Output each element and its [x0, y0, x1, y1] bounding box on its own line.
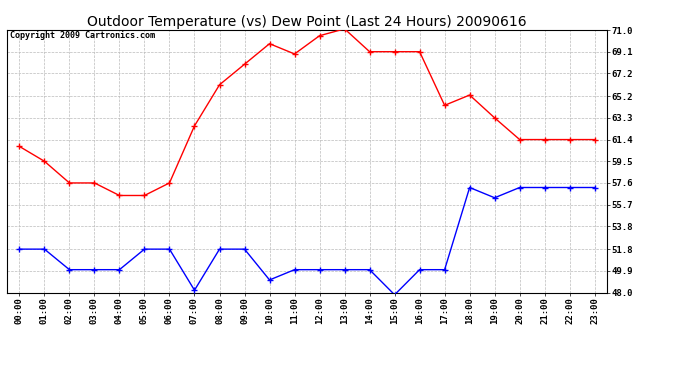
Text: Copyright 2009 Cartronics.com: Copyright 2009 Cartronics.com: [10, 32, 155, 40]
Title: Outdoor Temperature (vs) Dew Point (Last 24 Hours) 20090616: Outdoor Temperature (vs) Dew Point (Last…: [87, 15, 527, 29]
